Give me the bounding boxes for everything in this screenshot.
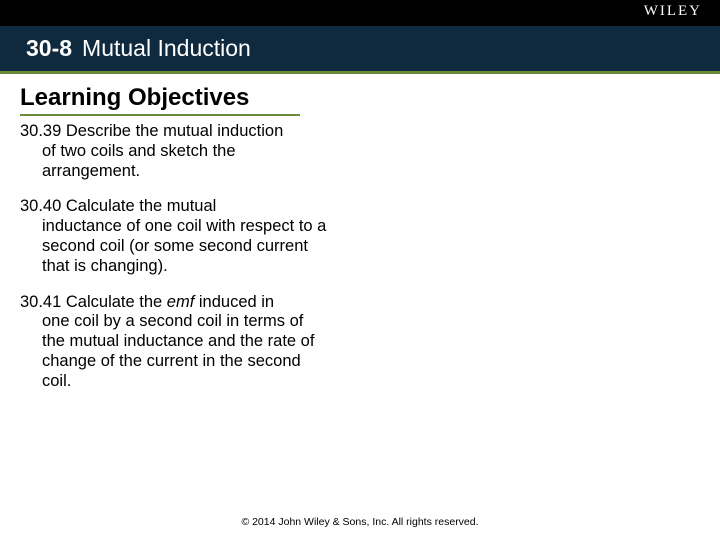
emf-term: emf — [167, 293, 195, 311]
title-bar: 30-8 Mutual Induction — [0, 26, 720, 74]
objective-text-rest: inductance of one coil with respect to a… — [20, 217, 330, 276]
objective-number: 30.39 — [20, 122, 61, 140]
top-bar: WILEY — [0, 0, 720, 26]
objective-text-first: Describe the mutual induction — [61, 122, 283, 140]
section-number: 30-8 — [26, 35, 72, 62]
objective-30-39: 30.39 Describe the mutual induction of t… — [20, 122, 330, 181]
objective-text-first: Calculate the mutual — [61, 197, 216, 215]
subheading-learning-objectives: Learning Objectives — [20, 84, 300, 116]
objective-text-rest: one coil by a second coil in terms of th… — [20, 312, 330, 391]
wiley-logo: WILEY — [644, 3, 702, 20]
objective-text-first-tail: induced in — [194, 293, 274, 311]
section-title: Mutual Induction — [82, 35, 251, 62]
copyright-footer: © 2014 John Wiley & Sons, Inc. All right… — [0, 516, 720, 528]
objective-30-40: 30.40 Calculate the mutual inductance of… — [20, 197, 330, 276]
objective-number: 30.40 — [20, 197, 61, 215]
content-area: Learning Objectives 30.39 Describe the m… — [0, 74, 720, 392]
objective-number: 30.41 — [20, 293, 61, 311]
objective-30-41: 30.41 Calculate the emf induced in one c… — [20, 293, 330, 392]
objective-text-rest: of two coils and sketch the arrangement. — [20, 142, 330, 182]
objective-text-first: Calculate the — [61, 293, 166, 311]
